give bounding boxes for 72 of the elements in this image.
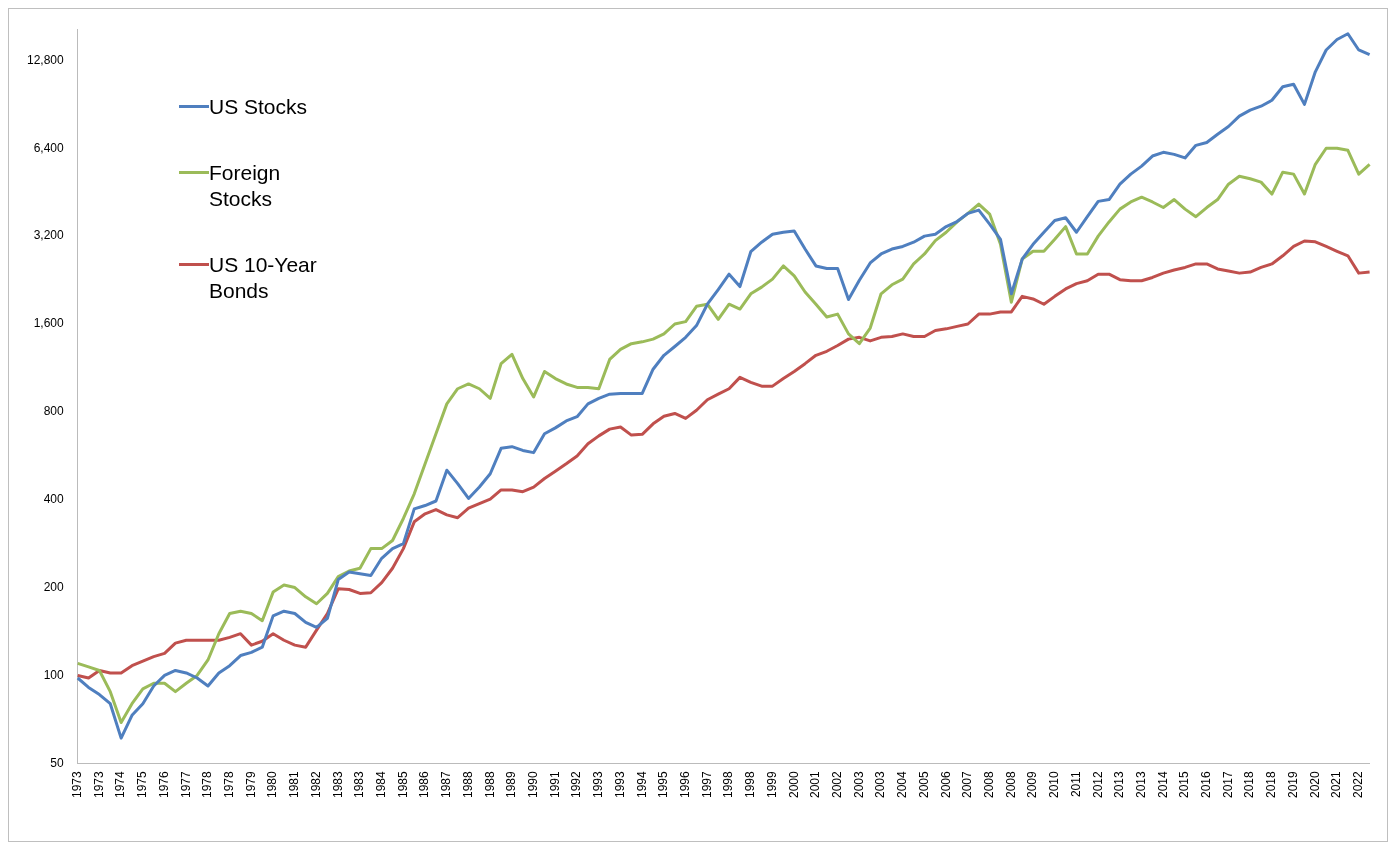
x-tick-label: 2007 bbox=[960, 770, 975, 799]
x-tick-label: 2000 bbox=[786, 770, 801, 799]
x-tick-label: 1993 bbox=[591, 770, 606, 799]
x-tick-label: 1983 bbox=[352, 770, 367, 799]
x-tick-label: 2013 bbox=[1133, 770, 1148, 799]
x-tick-label: 2011 bbox=[1068, 770, 1083, 798]
y-tick-label: 12,800 bbox=[27, 52, 65, 67]
x-tick-label: 1988 bbox=[460, 770, 475, 799]
legend-label: US 10-Year Bonds bbox=[209, 252, 318, 304]
y-tick-label: 6,400 bbox=[33, 140, 65, 155]
x-tick-label: 2001 bbox=[808, 770, 823, 799]
x-tick-label: 2021 bbox=[1329, 770, 1344, 799]
x-tick-label: 2016 bbox=[1199, 770, 1214, 799]
x-tick-label: 1985 bbox=[395, 770, 410, 799]
x-tick-label: 1974 bbox=[113, 770, 128, 799]
x-tick-label: 1996 bbox=[677, 770, 692, 799]
x-tick-label: 1990 bbox=[525, 770, 540, 799]
x-tick-label: 1992 bbox=[569, 770, 584, 799]
x-tick-label: 1973 bbox=[70, 770, 85, 799]
x-tick-label: 2017 bbox=[1220, 770, 1235, 799]
x-tick-label: 2014 bbox=[1155, 770, 1170, 799]
x-tick-label: 1975 bbox=[135, 770, 150, 799]
y-tick-label: 50 bbox=[50, 755, 65, 770]
y-tick-label: 400 bbox=[43, 492, 65, 507]
x-tick-label: 1978 bbox=[222, 770, 236, 799]
y-tick-label: 100 bbox=[43, 667, 65, 682]
x-tick-label: 2019 bbox=[1285, 770, 1300, 799]
x-tick-label: 1973 bbox=[91, 770, 106, 799]
x-tick-label: 2020 bbox=[1307, 770, 1322, 799]
x-tick-label: 2015 bbox=[1177, 770, 1192, 799]
x-tick-label: 2005 bbox=[916, 770, 931, 799]
x-tick-label: 1997 bbox=[699, 770, 714, 799]
x-tick-label: 2003 bbox=[851, 770, 866, 799]
x-tick-label: 1998 bbox=[743, 770, 758, 799]
x-tick-label: 2018 bbox=[1242, 770, 1257, 799]
x-tick-label: 1980 bbox=[265, 770, 280, 799]
x-tick-label: 2003 bbox=[873, 770, 888, 799]
x-tick-label: 1993 bbox=[612, 770, 627, 799]
x-tick-label: 1979 bbox=[243, 770, 258, 799]
x-tick-label: 1987 bbox=[439, 770, 454, 799]
x-tick-label: 2018 bbox=[1264, 770, 1279, 799]
legend-label: US Stocks bbox=[209, 94, 308, 120]
x-tick-label: 1988 bbox=[482, 770, 497, 799]
x-tick-label: 1976 bbox=[156, 770, 171, 799]
x-tick-label: 1982 bbox=[308, 770, 323, 799]
y-tick-label: 3,200 bbox=[33, 228, 65, 243]
x-tick-label: 1977 bbox=[178, 770, 193, 799]
x-tick-label: 2012 bbox=[1090, 770, 1105, 799]
x-tick-label: 1989 bbox=[504, 770, 519, 799]
x-tick-label: 2008 bbox=[981, 770, 996, 799]
x-tick-label: 2013 bbox=[1112, 770, 1127, 799]
y-tick-label: 1,600 bbox=[33, 316, 65, 331]
x-tick-label: 2010 bbox=[1047, 770, 1062, 799]
x-tick-label: 1998 bbox=[721, 770, 736, 799]
x-tick-label: 1981 bbox=[287, 770, 302, 799]
x-tick-label: 1983 bbox=[330, 770, 345, 799]
x-tick-label: 1984 bbox=[373, 770, 388, 799]
y-tick-label: 200 bbox=[43, 579, 65, 594]
x-tick-label: 2008 bbox=[1003, 770, 1018, 799]
x-tick-label: 2004 bbox=[895, 770, 910, 799]
legend-label: Foreign Stocks bbox=[209, 160, 282, 212]
x-tick-label: 1999 bbox=[764, 770, 779, 799]
x-tick-label: 1994 bbox=[634, 770, 649, 799]
x-tick-label: 1995 bbox=[656, 770, 671, 799]
x-tick-label: 2009 bbox=[1025, 770, 1040, 799]
x-tick-label: 2002 bbox=[829, 770, 844, 799]
x-tick-label: 2006 bbox=[938, 770, 953, 799]
x-tick-label: 2022 bbox=[1351, 770, 1366, 799]
x-tick-label: 1986 bbox=[417, 770, 432, 799]
x-tick-label: 1978 bbox=[200, 770, 215, 799]
y-tick-label: 800 bbox=[43, 404, 65, 419]
x-tick-label: 1991 bbox=[547, 770, 562, 799]
